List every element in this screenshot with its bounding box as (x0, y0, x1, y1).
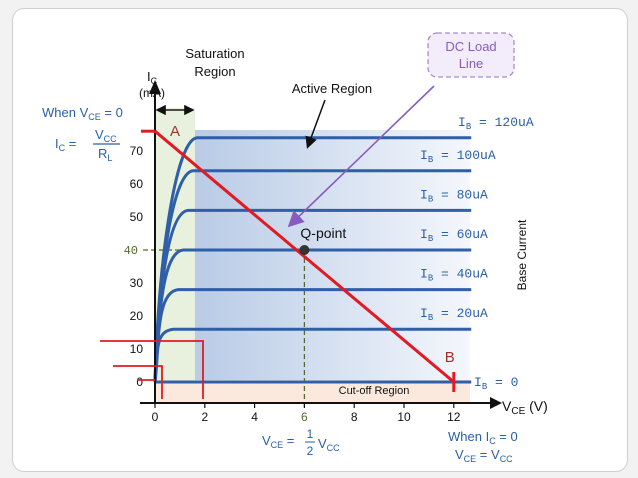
y-tick-label: 50 (130, 210, 144, 224)
active-region-fill (195, 130, 470, 380)
active-region-arrow (305, 99, 326, 149)
x-tick-label: 12 (447, 410, 461, 424)
dc-load-line-callout (427, 32, 515, 78)
y-tick-label: 60 (130, 177, 144, 191)
x-tick-label: 0 (152, 410, 159, 424)
vcc-tail: VCC (318, 436, 340, 453)
when-ic-zero: When IC = 0 (448, 429, 518, 446)
y-tick-label: 40 (124, 244, 138, 258)
dc-load-line-label-2: Line (459, 56, 484, 71)
half-num: 1 (307, 427, 314, 441)
x-tick-label: 8 (351, 410, 358, 424)
x-tick-label: 4 (251, 410, 258, 424)
y-tick-label: 20 (130, 309, 144, 323)
cutoff-region-label: Cut-off Region (339, 385, 410, 397)
base-current-label: Base Current (515, 219, 529, 290)
ib-curve (153, 327, 472, 383)
y-axis-unit: (mA) (139, 86, 165, 100)
saturation-bracket-inner (113, 365, 163, 399)
when-vce-zero: When VCE = 0 (42, 105, 123, 122)
q-point-label: Q-point (300, 225, 346, 241)
dc-load-line-arrow (287, 85, 435, 228)
q-point-marker (299, 245, 310, 255)
active-region-label: Active Region (292, 81, 372, 96)
y-axis-label: IC (147, 69, 158, 86)
ib-curve-label: IB = 40uA (420, 267, 488, 284)
saturation-label-1: Saturation (185, 46, 244, 61)
ib-curve-label: IB = 20uA (420, 306, 488, 323)
cutoff-region-fill (155, 380, 470, 402)
ib-curve-label: IB = 0 (474, 375, 518, 392)
vce-equals-vcc: VCE = VCC (455, 447, 513, 464)
point-b-label: B (445, 349, 455, 366)
ic-equation: IC = (55, 136, 76, 153)
x-tick-label: 2 (201, 410, 208, 424)
y-tick-label: 30 (130, 276, 144, 290)
dc-load-line (154, 130, 455, 384)
y-tick-label: 0 (136, 375, 143, 389)
x-axis-arrow (490, 397, 502, 409)
frac-rl: RL (98, 146, 112, 163)
x-tick-label: 10 (397, 410, 411, 424)
frac-vcc: VCC (95, 127, 117, 144)
vce-half-eq: VCE = (262, 433, 294, 450)
x-axis-label: VCE (V) (502, 398, 548, 417)
y-tick-label: 70 (130, 144, 144, 158)
point-a-label: A (170, 123, 180, 140)
ib-curve-label: IB = 80uA (420, 187, 488, 204)
ib-curve-label: IB = 120uA (458, 115, 534, 132)
y-axis-arrow (149, 80, 161, 94)
y-tick-label: 10 (130, 342, 144, 356)
half-den: 2 (307, 444, 314, 458)
ib-curve-label: IB = 60uA (420, 227, 488, 244)
saturation-label-2: Region (194, 64, 235, 79)
x-tick-label: 6 (301, 410, 308, 424)
dc-load-line-label-1: DC Load (445, 39, 496, 54)
saturation-bracket-outer (100, 340, 204, 399)
ib-curve-label: IB = 100uA (420, 148, 496, 165)
